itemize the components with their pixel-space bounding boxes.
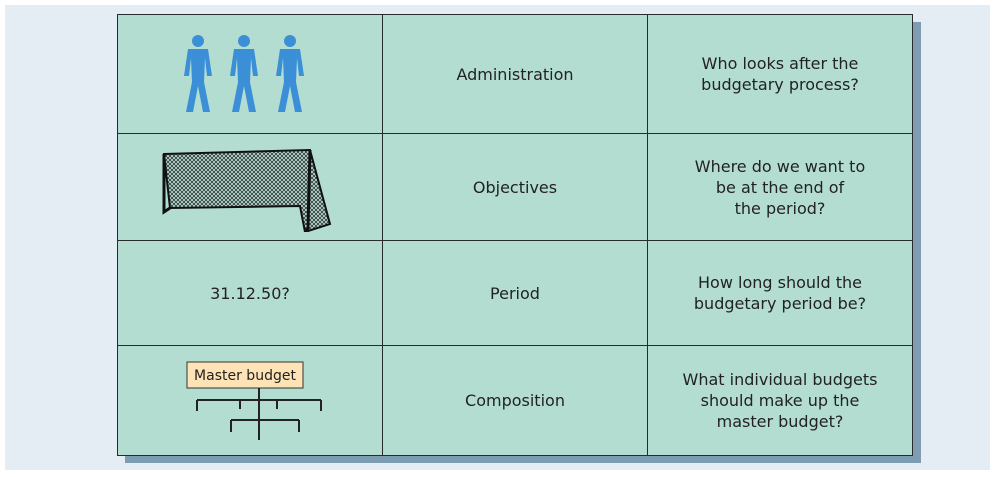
label-cell: Objectives [382, 133, 648, 241]
icon-cell: Master budget [117, 345, 383, 456]
question-line: budgetary period be? [693, 294, 867, 313]
question-line: What individual budgets [682, 370, 878, 389]
tree-icon: Master budget [186, 361, 322, 440]
icon-cell [117, 14, 383, 134]
question-line: budgetary process? [701, 75, 859, 94]
question-cell: What individual budgets should make up t… [647, 345, 913, 456]
master-budget-box [186, 361, 304, 388]
goal-icon [162, 148, 332, 232]
row-label: Period [490, 283, 540, 303]
icon-cell [117, 133, 383, 241]
question-cell: Where do we want to be at the end of the… [647, 133, 913, 241]
question-line: be at the end of [715, 177, 845, 197]
people-icon [184, 35, 304, 112]
question-line: Who looks after the [701, 54, 859, 73]
question-line: the period? [734, 198, 826, 218]
question-cell: Who looks after the budgetary process? [647, 14, 913, 134]
label-cell: Administration [382, 14, 648, 134]
box-text: Master budget [194, 368, 296, 384]
question-line: master budget? [716, 412, 844, 431]
date-text: 31.12.50? [210, 283, 290, 303]
question-cell: How long should the budgetary period be? [647, 240, 913, 346]
icon-cell: 31.12.50? [117, 240, 383, 346]
row-label: Administration [456, 64, 574, 84]
label-cell: Period [382, 240, 648, 346]
label-cell: Composition [382, 345, 648, 456]
question-line: Where do we want to [694, 156, 866, 176]
row-label: Objectives [472, 177, 558, 197]
question-line: should make up the [700, 391, 860, 410]
row-label: Composition [465, 391, 565, 410]
question-line: How long should the [698, 273, 862, 292]
